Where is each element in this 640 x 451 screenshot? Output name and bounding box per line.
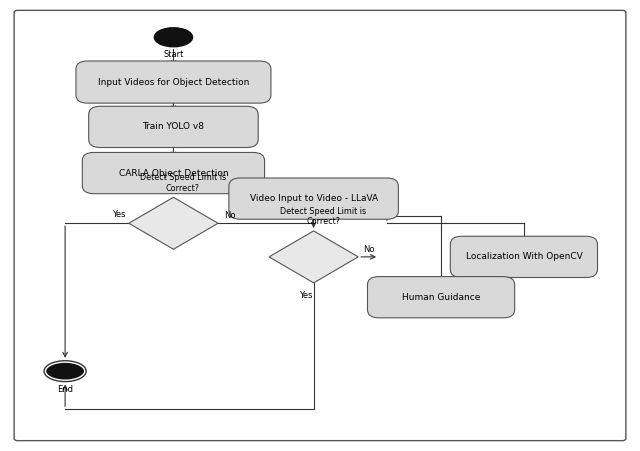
FancyBboxPatch shape xyxy=(83,152,264,193)
Ellipse shape xyxy=(44,361,86,382)
Text: End: End xyxy=(57,385,73,394)
Polygon shape xyxy=(269,231,358,283)
Text: Localization With OpenCV: Localization With OpenCV xyxy=(465,253,582,262)
Text: Train YOLO v8: Train YOLO v8 xyxy=(143,122,204,131)
Text: Video Input to Video - LLaVA: Video Input to Video - LLaVA xyxy=(250,194,378,203)
Text: Start: Start xyxy=(163,51,184,60)
FancyBboxPatch shape xyxy=(229,178,398,219)
Ellipse shape xyxy=(154,28,193,47)
Text: Yes: Yes xyxy=(300,291,313,300)
FancyBboxPatch shape xyxy=(367,276,515,318)
FancyBboxPatch shape xyxy=(89,106,258,147)
Text: Human Guidance: Human Guidance xyxy=(402,293,480,302)
FancyBboxPatch shape xyxy=(451,236,598,277)
Text: No: No xyxy=(225,211,236,220)
Text: Detect Speed Limit is
Correct?: Detect Speed Limit is Correct? xyxy=(140,173,226,193)
FancyBboxPatch shape xyxy=(76,61,271,103)
Text: No: No xyxy=(364,245,375,254)
Text: Yes: Yes xyxy=(112,210,125,219)
Polygon shape xyxy=(129,197,218,249)
Text: CARLA Object Detection: CARLA Object Detection xyxy=(118,169,228,178)
Text: Input Videos for Object Detection: Input Videos for Object Detection xyxy=(98,78,249,87)
Text: Detect Speed Limit is
Correct?: Detect Speed Limit is Correct? xyxy=(280,207,366,226)
FancyBboxPatch shape xyxy=(14,10,626,441)
